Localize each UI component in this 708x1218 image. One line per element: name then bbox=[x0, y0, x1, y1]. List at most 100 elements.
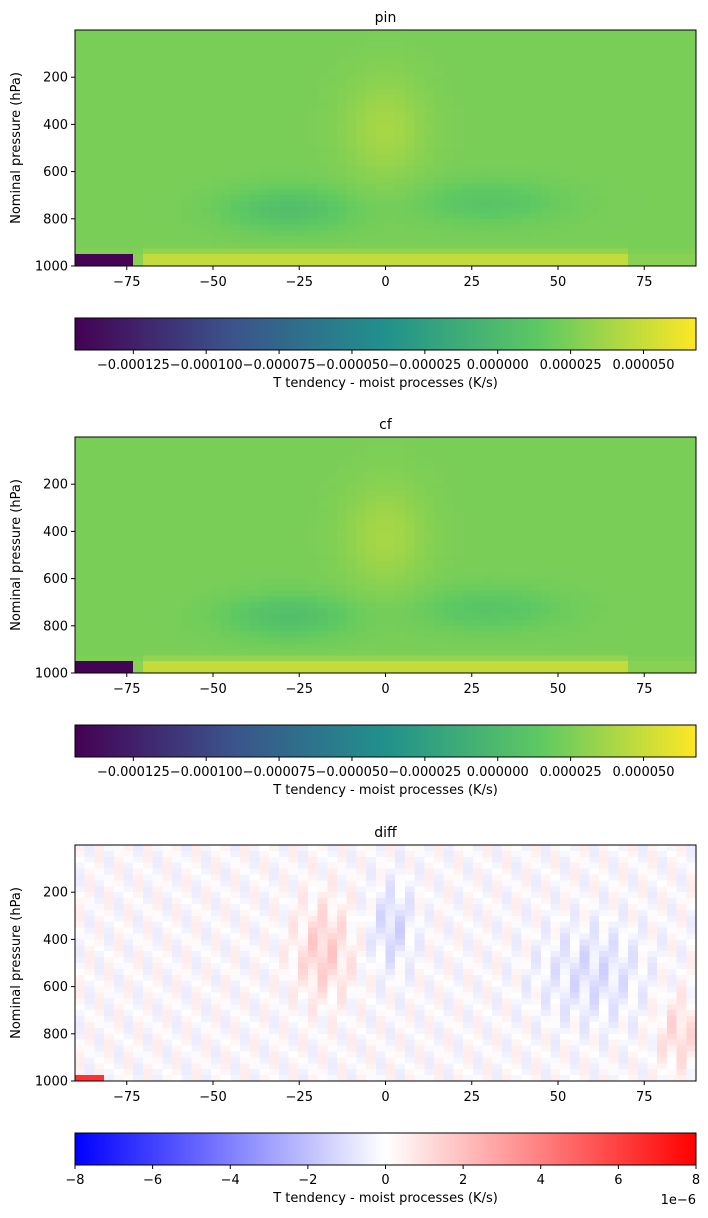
heatmap-cell bbox=[113, 207, 125, 214]
heatmap-cell bbox=[259, 649, 270, 656]
heatmap-cell bbox=[142, 555, 154, 562]
heatmap-cell bbox=[123, 47, 134, 55]
heatmap-cell bbox=[366, 649, 377, 656]
heatmap-cell bbox=[560, 65, 571, 72]
heatmap-cell bbox=[463, 608, 474, 615]
heatmap-cell bbox=[637, 549, 649, 556]
heatmap-cell bbox=[414, 531, 425, 538]
heatmap-cell bbox=[375, 242, 387, 249]
heatmap-cell bbox=[686, 212, 697, 220]
heatmap-cell bbox=[288, 442, 299, 450]
heatmap-cell bbox=[210, 543, 222, 550]
heatmap-cell bbox=[434, 578, 445, 586]
heatmap-cell bbox=[288, 507, 299, 515]
heatmap-cell bbox=[152, 112, 163, 120]
heatmap-cell bbox=[346, 142, 357, 149]
heatmap-cell bbox=[307, 625, 319, 633]
heatmap-cell bbox=[104, 584, 115, 591]
heatmap-cell bbox=[443, 118, 455, 125]
heatmap-cell bbox=[414, 236, 425, 243]
heatmap-cell bbox=[550, 83, 561, 90]
heatmap-cell bbox=[424, 602, 435, 609]
heatmap-cell bbox=[608, 608, 619, 615]
heatmap-cell bbox=[569, 543, 581, 550]
heatmap-cell bbox=[531, 560, 542, 568]
heatmap-cell bbox=[531, 47, 542, 55]
heatmap-cell bbox=[414, 496, 425, 503]
heatmap-cell bbox=[569, 490, 581, 497]
heatmap-cell bbox=[298, 442, 309, 450]
heatmap-cell bbox=[414, 47, 425, 55]
heatmap-cell bbox=[142, 631, 154, 639]
heatmap-cell bbox=[598, 165, 610, 173]
heatmap-cell bbox=[501, 118, 513, 125]
heatmap-cell bbox=[191, 142, 202, 149]
heatmap-cell bbox=[375, 478, 387, 485]
heatmap-cells bbox=[75, 437, 697, 674]
heatmap-cell bbox=[686, 230, 697, 238]
heatmap-cell bbox=[482, 201, 493, 208]
heatmap-cell bbox=[356, 472, 367, 479]
heatmap-cell bbox=[152, 207, 163, 214]
heatmap-cell bbox=[210, 466, 222, 473]
heatmap-cell bbox=[210, 201, 222, 208]
heatmap-cell bbox=[181, 30, 193, 37]
heatmap-cell bbox=[113, 549, 125, 556]
heatmap-cell bbox=[414, 507, 425, 515]
heatmap-cell bbox=[307, 189, 319, 196]
heatmap-cell bbox=[94, 112, 105, 120]
heatmap-cell bbox=[492, 224, 503, 232]
heatmap-cell bbox=[210, 667, 222, 674]
heatmap-cell bbox=[589, 484, 600, 491]
heatmap-cell bbox=[618, 625, 629, 633]
heatmap-cell bbox=[511, 153, 522, 161]
heatmap-cell bbox=[589, 625, 600, 633]
heatmap-cell bbox=[201, 566, 212, 574]
heatmap-cell bbox=[356, 625, 367, 633]
heatmap-cell bbox=[191, 260, 202, 267]
heatmap-cell bbox=[647, 159, 658, 167]
heatmap-cell bbox=[414, 478, 425, 485]
heatmap-cell bbox=[472, 631, 484, 639]
heatmap-cell bbox=[453, 555, 464, 562]
heatmap-cell bbox=[152, 531, 163, 538]
heatmap-cell bbox=[453, 136, 464, 143]
heatmap-cell bbox=[395, 531, 406, 538]
heatmap-cell bbox=[395, 106, 406, 114]
heatmap-cell bbox=[84, 100, 95, 108]
heatmap-cell bbox=[366, 478, 377, 485]
heatmap-cell bbox=[230, 106, 241, 114]
heatmap-cell bbox=[278, 525, 290, 532]
heatmap-cell bbox=[259, 460, 270, 468]
heatmap-cell bbox=[404, 177, 416, 184]
heatmap-cell bbox=[307, 159, 319, 167]
heatmap-cell bbox=[298, 531, 309, 538]
heatmap-cell bbox=[637, 224, 649, 232]
heatmap-cell bbox=[521, 584, 532, 591]
heatmap-cell bbox=[550, 65, 561, 72]
heatmap-cell bbox=[395, 437, 406, 444]
heatmap-cell bbox=[142, 437, 154, 444]
heatmap-cell bbox=[540, 596, 552, 603]
heatmap-cell bbox=[162, 201, 173, 208]
heatmap-cell bbox=[463, 53, 474, 61]
heatmap-cell bbox=[278, 112, 290, 120]
heatmap-cell bbox=[385, 478, 396, 485]
heatmap-cell bbox=[366, 236, 377, 243]
heatmap-cell bbox=[647, 136, 658, 143]
heatmap-cell bbox=[414, 643, 425, 650]
heatmap-cell bbox=[608, 572, 619, 580]
heatmap-cell bbox=[172, 47, 183, 55]
heatmap-cell bbox=[191, 566, 202, 574]
heatmap-cell bbox=[540, 507, 552, 515]
heatmap-cell bbox=[104, 631, 115, 639]
heatmap-cell bbox=[142, 625, 154, 633]
heatmap-cell bbox=[152, 590, 163, 597]
heatmap-cell bbox=[472, 448, 484, 456]
heatmap-cell bbox=[424, 71, 435, 78]
heatmap-cell bbox=[123, 649, 134, 656]
heatmap-cell bbox=[501, 148, 513, 155]
heatmap-cell bbox=[327, 130, 338, 137]
heatmap-cell bbox=[618, 602, 629, 609]
heatmap-cell bbox=[618, 153, 629, 161]
